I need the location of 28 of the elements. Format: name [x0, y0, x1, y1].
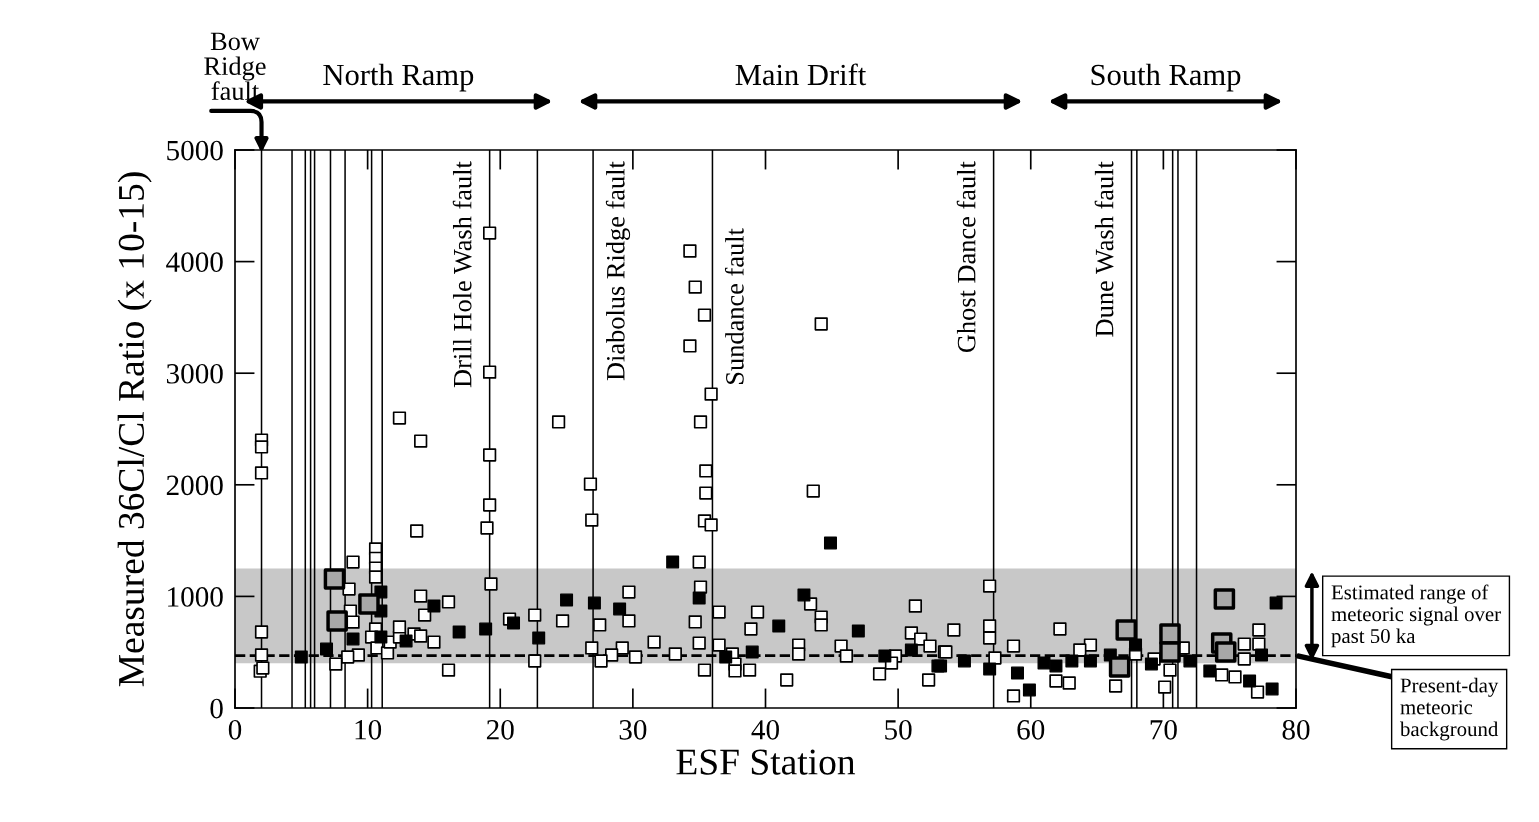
- ref-line-label: Ghost Dance fault: [956, 161, 976, 353]
- ref-line-label: Bow Ridge fault: [204, 32, 266, 100]
- x-tick-label: 40: [751, 719, 779, 740]
- x-tick-label: 10: [355, 719, 382, 740]
- y-tick-label: 5000: [167, 140, 223, 161]
- ref-line-label: Diabolus Ridge fault: [605, 161, 631, 381]
- x-tick-label: 80: [1282, 719, 1310, 740]
- x-axis-title: ESF Station: [676, 749, 856, 775]
- x-tick-label: 50: [885, 719, 912, 740]
- y-tick-label: 2000: [166, 475, 223, 496]
- text: North Ramp: [323, 63, 474, 92]
- x-tick-label: 60: [1017, 719, 1045, 740]
- band-label: Estimated range of meteoric signal over past 50 ka: [1331, 584, 1501, 648]
- y-axis-title: Measured 36Cl/Cl Ratio (x 10-15): [117, 172, 152, 687]
- y-tick-label: 0: [210, 698, 223, 719]
- text: Main Drift: [735, 63, 867, 86]
- x-tick-label: 0: [228, 719, 242, 740]
- y-tick-label: 4000: [166, 252, 223, 273]
- y-tick-label: 1000: [168, 587, 223, 607]
- x-tick-label: 20: [486, 719, 514, 740]
- ref-line-label: Dune Wash fault: [1094, 161, 1114, 337]
- ref-line-label: Drill Hole Wash fault: [452, 161, 472, 388]
- ref-line-label: Sundance fault: [724, 228, 744, 384]
- y-tick-label: 3000: [166, 363, 223, 384]
- text: South Ramp: [1091, 63, 1241, 92]
- x-tick-label: 30: [619, 719, 647, 740]
- ref-line-label: Present-day meteoric background: [1399, 677, 1499, 741]
- x-tick-label: 70: [1150, 719, 1177, 740]
